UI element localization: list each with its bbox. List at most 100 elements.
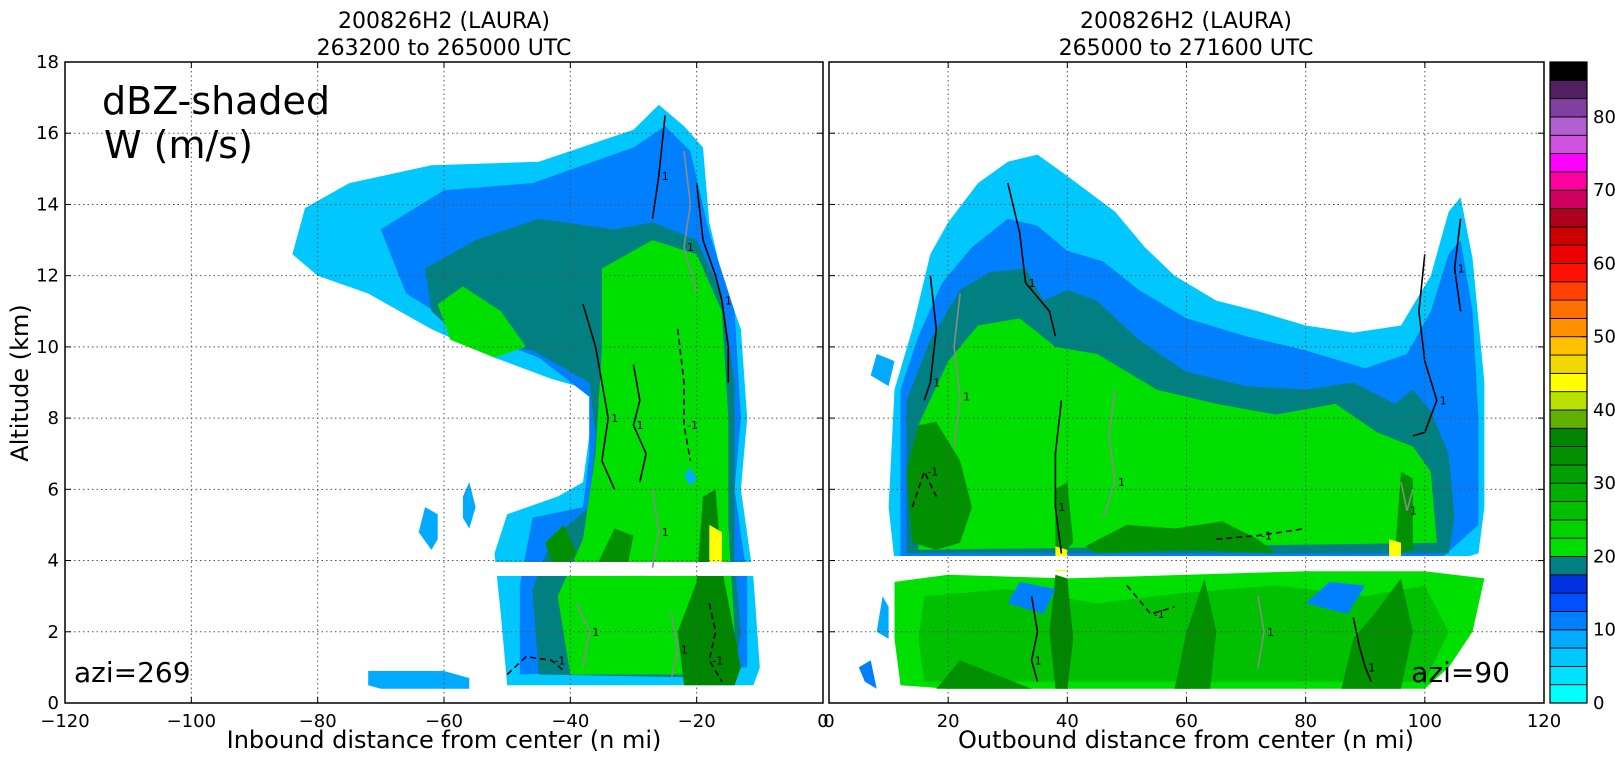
y-tick-label: 14: [36, 194, 59, 215]
reflectivity-region-5: [906, 421, 972, 550]
x-tick-label: −100: [167, 711, 216, 732]
y-tick-label: 12: [36, 266, 59, 287]
left-panel: 200826H2 (LAURA) 263200 to 265000 UTC 1 1…: [6, 9, 829, 754]
colorbar-swatch: [1549, 336, 1588, 356]
x-tick-label: 100: [1408, 711, 1442, 732]
contour-label: 1: [1058, 501, 1065, 514]
x-tick-label: 20: [937, 711, 960, 732]
colorbar-tick-label: 0: [1593, 693, 1604, 714]
colorbar-swatch: [1549, 354, 1588, 374]
colorbar-swatch: [1549, 665, 1588, 686]
contour-label: 1: [725, 295, 732, 308]
colorbar-swatch: [1549, 79, 1588, 100]
colorbar-swatch: [1549, 372, 1588, 393]
colorbar-swatch: [1549, 684, 1588, 704]
w-contour-4: [1412, 254, 1438, 437]
left-y-axis-label: Altitude (km): [6, 304, 34, 461]
w-contour-6: [1030, 596, 1039, 682]
reflectivity-region-13: [684, 468, 697, 486]
colorbar-swatch: [1549, 611, 1588, 631]
right-azimuth-label: azi=90: [1411, 656, 1510, 689]
contour-label: 1: [1440, 394, 1447, 407]
contour-label: 1: [933, 377, 940, 390]
right-title-line2: 265000 to 271600 UTC: [1059, 36, 1314, 61]
w-contour-10: [575, 602, 591, 668]
right-x-axis-label: Outbound distance from center (n mi): [958, 726, 1414, 754]
reflectivity-region-8: [677, 489, 741, 686]
colorbar-swatch: [1549, 98, 1588, 118]
reflectivity-region-13: [936, 660, 1032, 689]
right-panel: 200826H2 (LAURA) 265000 to 271600 UTC 1 1…: [823, 9, 1561, 754]
contour-label: 1: [1035, 654, 1042, 667]
reflectivity-region-7: [1085, 521, 1276, 554]
colorbar-swatch: [1549, 208, 1588, 228]
x-tick-label: −80: [299, 711, 337, 732]
contour-label: 1: [1118, 476, 1125, 489]
left-title-line1: 200826H2 (LAURA): [338, 9, 550, 34]
colorbar-swatch: [1549, 446, 1588, 466]
x-tick-label: −40: [551, 711, 589, 732]
colorbar-swatch: [1549, 171, 1588, 191]
reflectivity-region-16: [1341, 578, 1413, 689]
contour-label: 1: [1368, 661, 1375, 674]
reflectivity-region-21: [858, 660, 877, 689]
right-grid: [829, 62, 1544, 703]
w-contour-8: [683, 150, 698, 294]
contour-label: 1: [662, 170, 669, 183]
contour-label: -1: [1154, 608, 1165, 621]
reflectivity-region-11: [462, 482, 476, 529]
colorbar-swatch: [1549, 574, 1588, 594]
colorbar-tick-label: 70: [1593, 180, 1615, 201]
colorbar-swatch: [1549, 391, 1588, 411]
colorbar-ticks: 0 10 20 30 40 50 60 70 80: [1581, 107, 1615, 714]
left-y-ticks: 0 2 4 6 8 10 12 14 16 18: [36, 52, 823, 714]
w-contour-3: [1054, 400, 1063, 554]
w-contour-1: [582, 303, 616, 490]
colorbar-swatch: [1549, 134, 1588, 154]
left-grid: [65, 62, 823, 703]
w-contour-11: [651, 489, 660, 568]
colorbar-tick-label: 40: [1593, 400, 1615, 421]
left-annotation-line2: W (m/s): [104, 123, 253, 167]
contour-label: 1: [687, 241, 694, 254]
reflectivity-region-8: [1395, 471, 1413, 554]
right-title-line1: 200826H2 (LAURA): [1080, 9, 1292, 34]
y-tick-label: 0: [48, 693, 59, 714]
left-x-axis-label: Inbound distance from center (n mi): [227, 726, 662, 754]
colorbar-swatch: [1549, 501, 1588, 521]
y-tick-label: 10: [36, 337, 59, 358]
w-contour-1: [923, 275, 938, 401]
w-contour-13: [1257, 596, 1265, 668]
left-x-ticks: −120 −100 −80 −60 −40 −20 0: [40, 62, 829, 732]
contour-label: 1: [1458, 263, 1465, 276]
right-y-ticks: [829, 61, 1544, 704]
w-contour-9: [1216, 527, 1306, 540]
w-contour-8: [911, 469, 938, 508]
contour-label: -1: [1261, 530, 1272, 543]
colorbar-swatch: [1549, 153, 1588, 173]
left-annotation-line1: dBZ-shaded: [102, 79, 330, 123]
x-tick-label: 40: [1056, 711, 1079, 732]
w-contour-11: [953, 293, 961, 447]
colorbar-swatch: [1549, 409, 1588, 429]
colorbar-swatch: [1549, 482, 1588, 502]
colorbar: 0 10 20 30 40 50 60 70 80: [1549, 61, 1615, 714]
w-contour-5: [1453, 218, 1462, 312]
contour-label: -1: [554, 654, 565, 667]
contour-label: -1: [712, 654, 723, 667]
colorbar-swatch: [1549, 226, 1588, 246]
contour-label: 1: [681, 644, 688, 657]
y-tick-label: 2: [48, 622, 59, 643]
reflectivity-region-12: [918, 585, 1449, 682]
colorbar-swatch: [1549, 427, 1588, 447]
contour-label: 1: [1410, 505, 1417, 518]
reflectivity-region-20: [876, 596, 889, 639]
colorbar-swatch: [1549, 281, 1588, 301]
x-tick-label: −20: [678, 711, 716, 732]
y-tick-label: 6: [48, 479, 59, 500]
colorbar-swatch: [1549, 317, 1588, 338]
colorbar-swatch: [1549, 629, 1588, 649]
